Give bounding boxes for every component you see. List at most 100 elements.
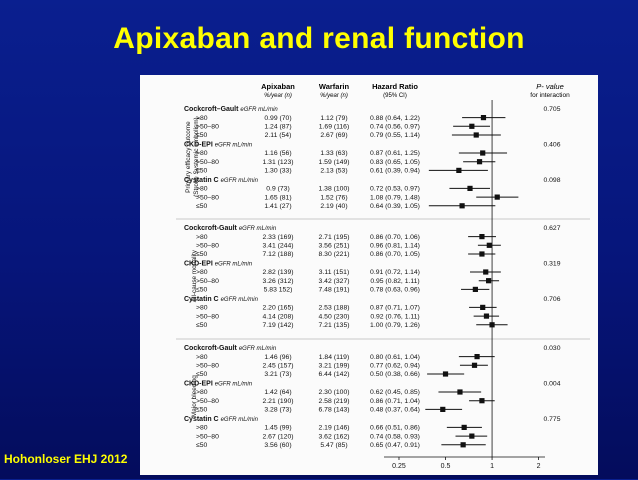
egfr-category-label: >80: [196, 186, 208, 193]
egfr-category-label: >80: [196, 425, 208, 432]
egfr-category-label: >80: [196, 115, 208, 122]
apixaban-rate: 3.21 (73): [264, 371, 291, 378]
p-interaction-value: 0.406: [543, 141, 560, 148]
egfr-category-label: >50–80: [196, 278, 219, 285]
hazard-ratio-ci: 1.00 (0.79, 1.26): [370, 322, 420, 329]
hazard-ratio-point: [460, 442, 466, 448]
apixaban-rate: 2.67 (120): [263, 433, 294, 440]
hazard-ratio-ci: 0.62 (0.45, 0.85): [370, 389, 420, 396]
egfr-category-label: ≤50: [196, 371, 208, 378]
warfarin-rate: 2.67 (69): [320, 132, 347, 139]
warfarin-rate: 1.52 (76): [320, 194, 347, 201]
hazard-ratio-ci: 0.74 (0.56, 0.97): [370, 124, 420, 131]
apixaban-rate: 1.46 (96): [264, 354, 291, 361]
forest-plot-panel: Apixaban %/year (n) Warfarin %/year (n) …: [140, 75, 598, 475]
hazard-ratio-point: [476, 159, 483, 165]
apixaban-rate: 2.33 (169): [263, 234, 294, 241]
x-axis-tick-label: 2: [537, 463, 541, 470]
warfarin-rate: 6.44 (142): [319, 371, 350, 378]
hazard-ratio-ci: 0.86 (0.71, 1.04): [370, 398, 420, 405]
apixaban-rate: 4.14 (208): [263, 313, 294, 320]
warfarin-rate: 1.33 (63): [320, 150, 347, 157]
subgroup-name: CKD-EPI eGFR mL/min: [184, 260, 253, 267]
hazard-ratio-ci: 0.74 (0.58, 0.93): [370, 433, 420, 440]
egfr-category-label: ≤50: [196, 251, 208, 258]
hazard-ratio-ci: 0.88 (0.64, 1.22): [370, 115, 420, 122]
subgroup-name: CKD-EPI eGFR mL/min: [184, 141, 253, 148]
subgroup-unit: eGFR mL/min: [239, 346, 277, 352]
warfarin-rate: 6.78 (143): [319, 407, 350, 414]
egfr-category-label: ≤50: [196, 407, 208, 414]
p-interaction-value: 0.004: [543, 380, 560, 387]
p-interaction-value: 0.098: [543, 177, 560, 184]
apixaban-rate: 0.99 (70): [264, 115, 291, 122]
egfr-category-label: >50–80: [196, 194, 219, 201]
subgroup-unit: eGFR mL/min: [239, 226, 277, 232]
warfarin-rate: 1.84 (119): [319, 354, 349, 361]
egfr-category-label: ≤50: [196, 287, 208, 294]
forest-plot-body: Cockcroft–Gault eGFR mL/min 0.705 >80 0.99 …: [176, 100, 590, 470]
subgroup-name: CKD-EPI eGFR mL/min: [184, 380, 253, 387]
header-hazard-ratio: Hazard Ratio: [372, 82, 418, 91]
hazard-ratio-point: [486, 242, 492, 248]
warfarin-rate: 2.19 (146): [319, 425, 350, 432]
subgroup-unit: eGFR mL/min: [221, 417, 259, 423]
outcome-sublabel: (Stroke Systemic embolism): [193, 117, 200, 197]
egfr-category-label: >50–80: [196, 313, 219, 320]
apixaban-rate: 1.45 (99): [264, 425, 291, 432]
warfarin-rate: 1.59 (149): [319, 159, 350, 166]
hazard-ratio-point: [479, 251, 485, 257]
warfarin-rate: 2.13 (53): [320, 168, 347, 175]
header-hazard-ratio-sub: (95% CI): [383, 93, 407, 99]
apixaban-rate: 3.26 (312): [263, 278, 294, 285]
apixaban-rate: 2.45 (157): [263, 363, 294, 370]
hazard-ratio-ci: 0.96 (0.81, 1.14): [370, 243, 420, 250]
egfr-category-label: ≤50: [196, 442, 208, 449]
warfarin-rate: 3.21 (199): [319, 363, 350, 370]
hazard-ratio-ci: 0.64 (0.39, 1.05): [370, 203, 420, 210]
warfarin-rate: 1.38 (100): [319, 186, 350, 193]
apixaban-rate: 0.9 (73): [266, 186, 289, 193]
subgroup-name: Cockcroft-Gault eGFR mL/min: [184, 225, 277, 232]
egfr-category-label: ≤50: [196, 203, 208, 210]
header-warfarin-sub: %/year (n): [320, 93, 348, 99]
hazard-ratio-ci: 0.83 (0.65, 1.05): [370, 159, 420, 166]
egfr-category-label: >80: [196, 354, 208, 361]
hazard-ratio-ci: 0.78 (0.63, 0.96): [370, 287, 420, 294]
egfr-category-label: >50–80: [196, 124, 219, 131]
column-headers: Apixaban %/year (n) Warfarin %/year (n) …: [261, 82, 570, 99]
hazard-ratio-ci: 0.61 (0.39, 0.94): [370, 168, 420, 175]
warfarin-rate: 4.50 (230): [319, 313, 350, 320]
hazard-ratio-point: [471, 362, 478, 368]
p-interaction-value: 0.627: [543, 225, 560, 232]
apixaban-rate: 2.11 (54): [265, 132, 292, 139]
x-axis-tick-label: 0.25: [392, 463, 406, 470]
warfarin-rate: 2.53 (188): [319, 305, 350, 312]
warfarin-rate: 2.19 (40): [320, 203, 347, 210]
header-warfarin: Warfarin: [319, 82, 350, 91]
hazard-ratio-ci: 0.77 (0.62, 0.94): [370, 363, 420, 370]
hazard-ratio-point: [467, 185, 473, 191]
subgroup-name: Cockcroft-Gault eGFR mL/min: [184, 345, 277, 352]
hazard-ratio-point: [472, 286, 478, 292]
subgroup-name: Cystatin C eGFR mL/min: [184, 296, 259, 303]
egfr-category-label: >50–80: [196, 159, 219, 166]
outcome-label: All-cause mortality: [191, 249, 198, 302]
apixaban-rate: 3.56 (60): [264, 442, 291, 449]
hazard-ratio-point: [473, 132, 479, 138]
warfarin-rate: 3.62 (162): [319, 433, 350, 440]
egfr-category-label: >80: [196, 389, 208, 396]
apixaban-rate: 1.16 (56): [264, 150, 291, 157]
p-interaction-value: 0.775: [543, 416, 560, 423]
hazard-ratio-point: [486, 278, 492, 284]
warfarin-rate: 2.71 (195): [319, 234, 350, 241]
egfr-category-label: >50–80: [196, 433, 219, 440]
p-interaction-value: 0.319: [543, 260, 560, 267]
egfr-category-label: >80: [196, 150, 208, 157]
hazard-ratio-ci: 0.86 (0.70, 1.06): [370, 234, 420, 241]
subgroup-unit: eGFR mL/min: [215, 142, 253, 148]
egfr-category-label: ≤50: [196, 322, 208, 329]
apixaban-rate: 1.41 (27): [264, 203, 291, 210]
hazard-ratio-point: [480, 150, 486, 156]
header-apixaban: Apixaban: [261, 82, 295, 91]
